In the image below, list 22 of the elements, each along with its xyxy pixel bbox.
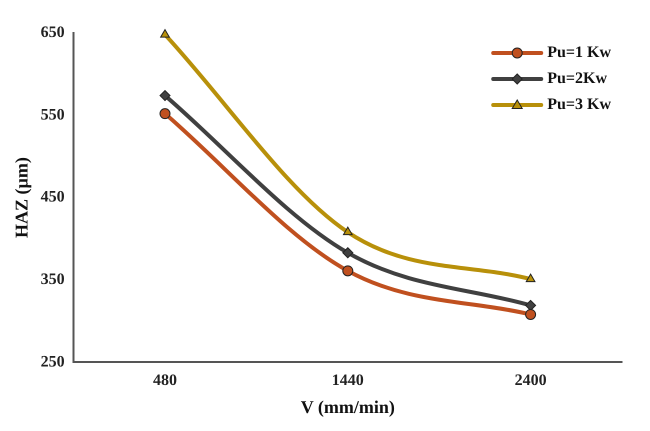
y-axis-title: HAZ (µm) [11, 157, 32, 238]
point [525, 300, 536, 311]
point [160, 90, 170, 102]
point [160, 29, 170, 38]
y-tick-label: 350 [40, 271, 65, 288]
y-tick-label: 250 [40, 353, 65, 370]
y-tick-label: 450 [40, 188, 65, 206]
point [160, 108, 170, 120]
legend-label: Pu=2Kw [547, 70, 608, 88]
x-tick-label: 480 [153, 372, 177, 389]
point [342, 247, 354, 258]
point [342, 265, 354, 276]
legend-label: Pu=1 Kw [547, 44, 612, 62]
point [342, 226, 353, 236]
point [525, 308, 536, 320]
x-tick-label: 2400 [514, 372, 547, 389]
y-tick-label: 650 [40, 24, 65, 42]
legend-label: Pu=3 Kw [547, 96, 612, 114]
x-axis-title: V (mm/min) [300, 396, 395, 417]
y-tick-label: 550 [40, 106, 65, 124]
point [526, 274, 536, 282]
x-tick-label: 1440 [332, 372, 364, 389]
